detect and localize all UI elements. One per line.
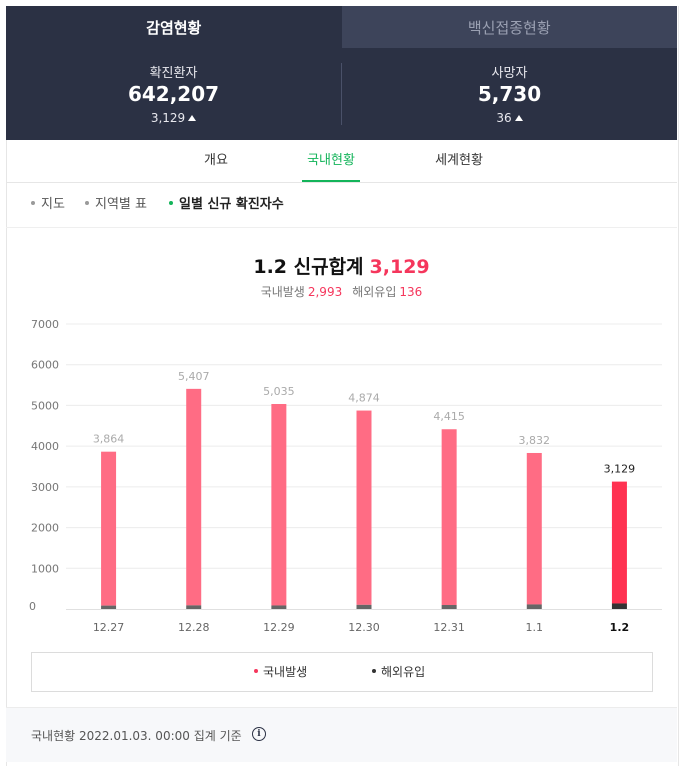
legend-dot-overseas: [372, 669, 376, 673]
confirmed-label: 확진환자: [149, 66, 198, 81]
y-tick-label: 4000: [31, 440, 59, 453]
filter-map[interactable]: 지도: [31, 183, 65, 227]
info-icon[interactable]: i: [252, 727, 266, 741]
bar-domestic: [101, 451, 117, 606]
bar-domestic: [526, 452, 542, 605]
deaths-delta: 36: [342, 111, 677, 125]
x-tick-label: 12.29: [263, 621, 295, 634]
domestic-label: 국내발생: [260, 285, 305, 299]
increase-arrow-icon: [514, 115, 523, 121]
x-tick-label: 12.30: [348, 621, 380, 634]
footer: 국내현황 2022.01.03. 00:00 집계 기준 i: [6, 707, 677, 762]
legend-overseas[interactable]: 해외유입: [372, 653, 425, 691]
tab-world[interactable]: 세계현황: [435, 153, 483, 168]
bar-domestic: [186, 388, 202, 606]
y-tick-label: 2000: [31, 522, 59, 535]
bar-overseas: [441, 605, 457, 609]
x-tick-label: 12.28: [178, 621, 210, 634]
tab-domestic[interactable]: 국내현황: [302, 140, 360, 182]
increase-arrow-icon: [188, 115, 197, 121]
y-tick-label: 6000: [31, 359, 59, 372]
tab-infection-status[interactable]: 감염현황: [6, 6, 342, 48]
x-tick-label: 1.1: [526, 621, 544, 634]
domestic-value: 2,993: [307, 285, 343, 299]
legend-dot-domestic: [254, 669, 258, 673]
bar-domestic: [356, 410, 372, 605]
overseas-value: 136: [399, 285, 423, 299]
deaths-value: 5,730: [477, 82, 542, 106]
footer-timestamp: 국내현황 2022.01.03. 00:00 집계 기준: [31, 729, 242, 743]
filter-daily-new-cases[interactable]: 일별 신규 확진자수: [169, 183, 284, 227]
bar-overseas: [356, 604, 372, 609]
confirmed-summary: 확진환자 642,207 3,129: [6, 48, 341, 140]
sub-tabs: 개요 국내현황 세계현황: [6, 140, 677, 183]
bar-overseas: [271, 605, 287, 609]
y-tick-label: 7000: [31, 318, 59, 331]
x-tick-label: 12.31: [433, 621, 465, 634]
overseas-label: 해외유입: [352, 285, 397, 299]
tab-vaccination-status[interactable]: 백신접종현황: [341, 6, 677, 48]
x-tick-label: 12.27: [93, 621, 125, 634]
content-frame: [6, 6, 679, 766]
chart-total: 3,129: [369, 256, 430, 278]
data-label: 4,874: [348, 392, 380, 405]
data-label: 4,415: [433, 410, 465, 423]
bullet-icon: [169, 201, 173, 205]
data-label: 5,035: [263, 385, 295, 398]
deaths-label: 사망자: [491, 66, 528, 81]
data-label: 5,407: [178, 370, 210, 383]
bullet-icon: [85, 201, 89, 205]
y-tick-label: 5000: [31, 399, 59, 412]
chart-title-text: 1.2 신규합계: [253, 256, 364, 278]
chart-legend: 국내발생 해외유입: [31, 652, 653, 692]
top-tabs: 감염현황 백신접종현황: [6, 6, 677, 48]
bar-domestic: [611, 481, 627, 604]
data-label: 3,832: [519, 434, 551, 447]
filter-region-table[interactable]: 지역별 표: [85, 183, 147, 227]
chart-title: 1.2 신규합계 3,129: [6, 252, 677, 279]
x-tick-label: 1.2: [610, 621, 630, 634]
y-tick-label: 1000: [31, 562, 59, 575]
bar-overseas: [611, 603, 627, 609]
summary-divider: [341, 63, 342, 125]
bar-domestic: [441, 429, 457, 606]
deaths-summary: 사망자 5,730 36: [342, 48, 677, 140]
tab-overview[interactable]: 개요: [204, 153, 228, 168]
view-filters: 지도 지역별 표 일별 신규 확진자수: [6, 183, 677, 228]
y-tick-label: 3000: [31, 481, 59, 494]
daily-cases-chart: 0 1000 2000 3000 4000 5000 6000 7000 3,864 12.27 5…: [29, 318, 662, 634]
confirmed-delta: 3,129: [6, 111, 341, 125]
legend-domestic[interactable]: 국내발생: [254, 653, 307, 691]
bar-domestic: [271, 404, 287, 606]
bar-overseas: [526, 604, 542, 609]
bar-overseas: [101, 605, 117, 609]
bullet-icon: [31, 201, 35, 205]
bar-overseas: [186, 605, 202, 609]
confirmed-value: 642,207: [127, 82, 220, 106]
chart-breakdown: 국내발생 2,993 해외유입 136: [6, 283, 677, 300]
data-label: 3,864: [93, 433, 125, 446]
summary-panel: 확진환자 642,207 3,129 사망자 5,730 36: [6, 48, 677, 140]
data-label: 3,129: [604, 463, 636, 476]
y-tick-label: 0: [29, 600, 36, 613]
